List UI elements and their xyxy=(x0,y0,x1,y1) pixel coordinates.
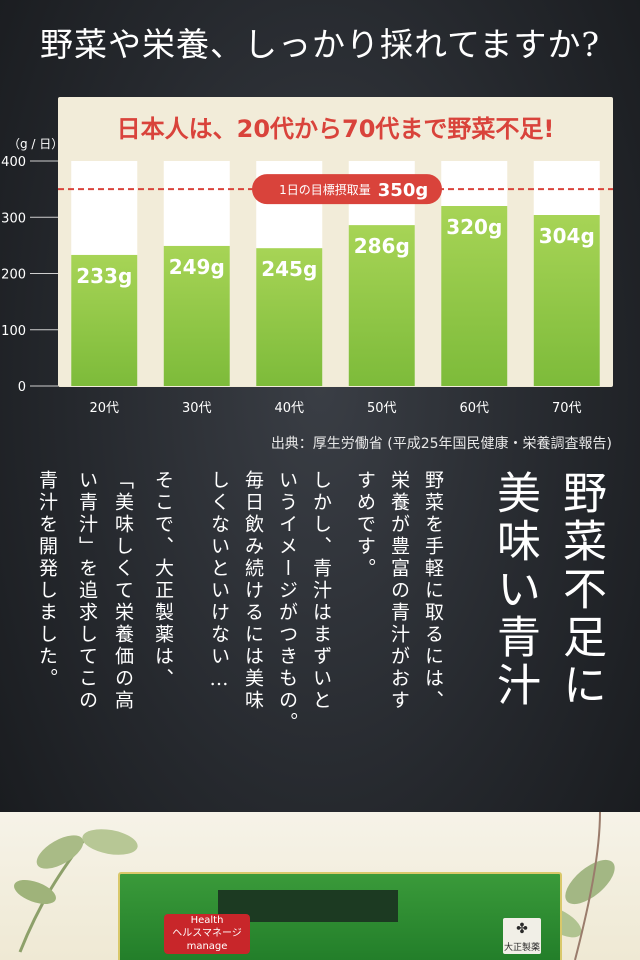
brand-badge: Health ヘルスマネージ manage xyxy=(164,914,250,954)
badge-line: ヘルスマネージ xyxy=(172,928,242,939)
body-line: 栄養が豊富の青汁がおす xyxy=(388,470,410,712)
bar xyxy=(348,225,415,386)
y-tick-label: 400 xyxy=(1,155,26,170)
x-tick-label: 70代 xyxy=(552,401,582,416)
vertical-headline-line-2: 美味い青汁 xyxy=(489,470,540,710)
body-line: いうイメージがつきもの。 xyxy=(276,470,298,734)
body-line: 「美味しくて栄養価の高 xyxy=(112,470,134,712)
bar xyxy=(71,254,138,386)
body-line: しくないといけない… xyxy=(208,470,230,693)
target-label: 1日の目標摂取量 xyxy=(279,182,371,197)
bar-value-label: 233g xyxy=(76,264,132,288)
y-tick-label: 0 xyxy=(18,380,26,395)
body-line: 毎日飲み続けるには美味 xyxy=(242,470,264,712)
bar xyxy=(533,215,600,386)
y-tick-label: 100 xyxy=(1,324,26,339)
bar-chart: 日本人は、20代から70代まで野菜不足! （g / 日） 0 100 200 300 400… xyxy=(1,115,613,416)
y-unit-label: （g / 日） xyxy=(8,137,63,151)
maker-name: 大正製薬 xyxy=(503,943,540,953)
x-tick-label: 50代 xyxy=(367,401,397,416)
body-line: 野菜を手軽に取るには、 xyxy=(422,470,444,712)
chart-panel xyxy=(58,97,613,387)
bar-value-label: 304g xyxy=(539,224,595,248)
body-line: しかし、青汁はまずいと xyxy=(310,470,332,712)
badge-line: Health xyxy=(190,915,224,926)
x-tick-label: 60代 xyxy=(459,401,489,416)
chart-title: 日本人は、20代から70代まで野菜不足! xyxy=(117,115,555,143)
badge-line: manage xyxy=(186,941,228,952)
eagle-icon: ✤ xyxy=(516,921,528,937)
y-tick-label: 300 xyxy=(1,211,26,226)
vertical-headline-line-1: 野菜不足に xyxy=(555,470,606,710)
bar xyxy=(163,245,230,386)
bar-value-label: 320g xyxy=(446,215,502,239)
body-line: すめです。 xyxy=(354,470,376,580)
vertical-copy: 野菜不足に 美味い青汁 野菜を手軽に取るには、 栄養が豊富の青汁がおす すめです… xyxy=(0,470,640,790)
body-line: そこで、大正製薬は、 xyxy=(152,470,174,690)
bar xyxy=(256,248,323,386)
x-tick-label: 20代 xyxy=(89,401,119,416)
product-photo xyxy=(0,812,640,960)
body-line: 青汁を開発しました。 xyxy=(36,470,58,690)
maker-logo: ✤ 大正製薬 xyxy=(503,918,541,954)
bar xyxy=(441,206,508,386)
target-pill xyxy=(252,174,442,205)
bar-value-label: 249g xyxy=(169,255,225,279)
bar-value-label: 245g xyxy=(261,257,317,281)
x-tick-label: 40代 xyxy=(274,401,304,416)
y-tick-label: 200 xyxy=(1,268,26,283)
target-value-label: 350g xyxy=(378,180,428,201)
page-headline: 野菜や栄養、しっかり採れてますか? xyxy=(39,25,601,64)
source-note: 出典：厚生労働省 (平成25年国民健康・栄養調査報告) xyxy=(270,436,612,452)
body-line: い青汁」を追求してこの xyxy=(76,470,98,712)
x-tick-label: 30代 xyxy=(182,401,212,416)
bar-value-label: 286g xyxy=(354,234,410,258)
